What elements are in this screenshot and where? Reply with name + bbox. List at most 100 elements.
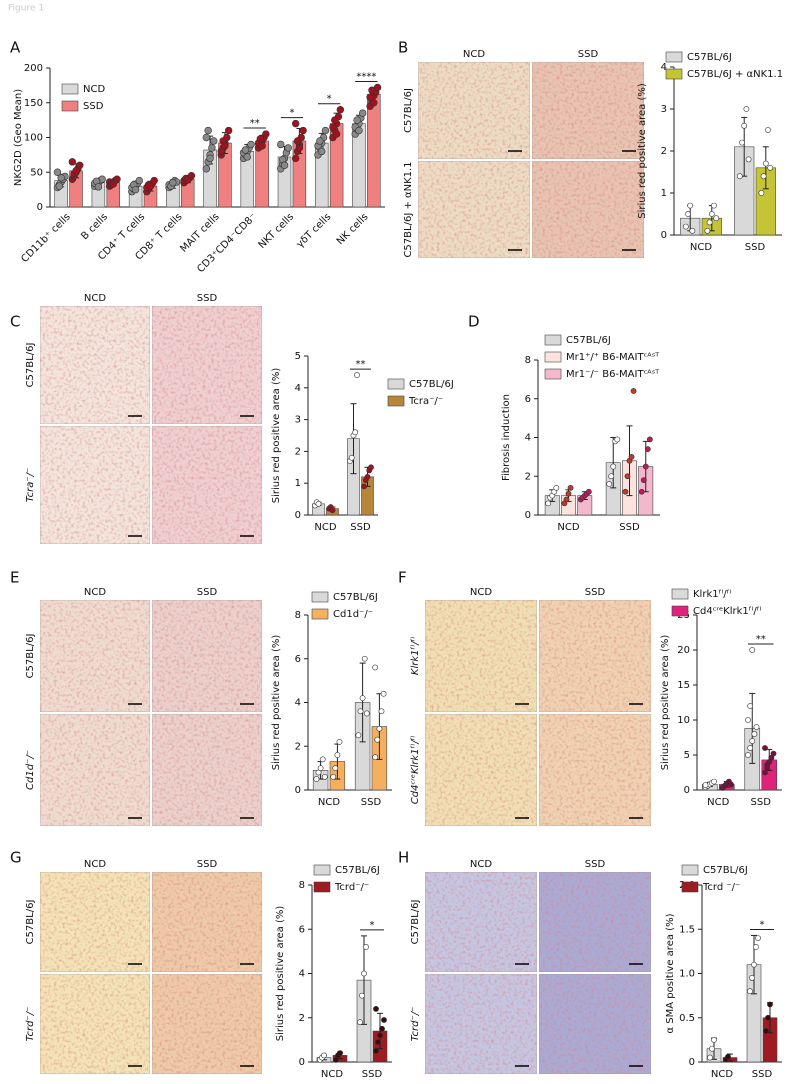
y-tick-label: 0: [661, 230, 667, 241]
data-point: [146, 182, 155, 190]
data-point: [315, 500, 322, 507]
data-point: [258, 142, 266, 150]
data-point: [378, 708, 385, 715]
y-tick-label: 0: [299, 1057, 305, 1068]
image-row-label: Tcra⁻/⁻: [25, 468, 36, 503]
legend-swatch: [681, 864, 699, 876]
x-tick-label: SSD: [350, 522, 371, 533]
y-tick-label: 6: [299, 924, 305, 935]
data-point: [646, 436, 653, 443]
significance-label: **: [756, 634, 766, 645]
data-point: [366, 93, 374, 101]
data-point: [770, 750, 777, 757]
micrograph: [424, 599, 538, 713]
x-tick-label: SSD: [619, 522, 640, 533]
data-point: [241, 146, 250, 154]
y-tick-label: 15: [677, 680, 690, 691]
y-tick-label: 1.5: [679, 924, 695, 935]
data-point: [687, 202, 694, 209]
data-point: [751, 961, 757, 968]
data-point: [210, 137, 218, 145]
data-point: [262, 130, 270, 138]
y-tick-label: 1.0: [679, 969, 695, 980]
data-point: [704, 227, 711, 234]
legend-swatch: [313, 881, 331, 893]
bar: [367, 94, 381, 208]
data-point: [767, 1001, 773, 1008]
legend-swatch: [544, 334, 562, 346]
y-axis-label: NKG2D (Geo Mean): [13, 89, 24, 186]
y-tick-label: 4: [295, 383, 301, 394]
micrograph: [151, 973, 263, 1075]
data-point: [640, 477, 647, 484]
significance-label: *: [370, 920, 375, 931]
data-point: [545, 500, 552, 507]
data-point: [608, 473, 615, 480]
y-tick-label: 4: [525, 433, 531, 444]
data-point: [316, 137, 324, 145]
data-point: [217, 147, 225, 156]
data-point: [208, 144, 216, 152]
x-tick-label: NCD: [314, 522, 336, 533]
data-point: [711, 778, 717, 785]
micrograph: [151, 599, 263, 713]
x-tick-label: NCD: [321, 1069, 343, 1080]
x-tick-label: NCD: [690, 242, 712, 253]
data-point: [202, 165, 211, 173]
data-point: [553, 484, 560, 491]
data-point: [758, 190, 765, 196]
y-tick-label: 0: [37, 202, 43, 213]
x-tick-label: NKT cells: [257, 211, 297, 251]
micrograph: [39, 305, 151, 425]
image-column-label: NCD: [470, 859, 492, 870]
data-point: [606, 481, 613, 487]
y-tick-label: 4: [661, 62, 667, 73]
data-point: [280, 161, 289, 170]
image-column-label: SSD: [197, 859, 218, 870]
data-point: [355, 732, 362, 739]
data-point: [357, 708, 364, 715]
legend-label: Cd4ᶜʳᵉKlrk1ᶠˡ/ᶠˡ: [693, 606, 762, 617]
y-tick-label: 150: [24, 98, 43, 109]
data-point: [741, 122, 748, 129]
data-point: [711, 202, 717, 209]
data-point: [332, 765, 339, 772]
data-point: [745, 717, 751, 723]
legend-label: C57BL/6J: [409, 379, 454, 390]
data-point: [224, 126, 233, 135]
data-point: [375, 1039, 381, 1045]
y-tick-label: 5: [295, 351, 301, 362]
y-tick-label: 1: [661, 188, 667, 199]
x-tick-label: CD11b⁺ cells: [19, 211, 72, 264]
data-point: [293, 137, 302, 145]
y-tick-label: 0: [684, 785, 690, 796]
data-point: [299, 126, 307, 135]
y-axis-label: α SMA positive area (%): [665, 913, 676, 1033]
data-point: [131, 185, 140, 194]
data-point: [76, 161, 84, 170]
data-point: [628, 453, 635, 460]
image-row-label: C57BL/6J: [410, 900, 421, 945]
panel-letter: G: [10, 849, 22, 867]
data-point: [358, 109, 367, 117]
micrograph: [424, 713, 538, 827]
y-tick-label: 2: [295, 446, 301, 457]
image-column-label: NCD: [470, 587, 492, 598]
data-point: [755, 935, 761, 941]
legend-label: Mr1⁻/⁻ B6-MAITᶜᴬˢᵀ: [566, 369, 659, 380]
data-point: [206, 154, 214, 163]
data-point: [321, 773, 328, 780]
data-point: [184, 176, 192, 184]
image-row-label: Tcrd⁻/⁻: [25, 1007, 36, 1042]
image-row-label: Klrk1ᶠˡ/ᶠˡ: [410, 637, 421, 676]
data-point: [767, 164, 774, 171]
micrograph: [39, 973, 151, 1075]
data-point: [728, 781, 734, 788]
panel-letter: A: [10, 39, 21, 57]
data-point: [94, 183, 103, 191]
data-point: [332, 130, 341, 138]
x-tick-label: B cells: [79, 211, 110, 242]
legend-swatch: [61, 83, 79, 95]
data-point: [563, 496, 570, 503]
data-point: [749, 738, 756, 744]
